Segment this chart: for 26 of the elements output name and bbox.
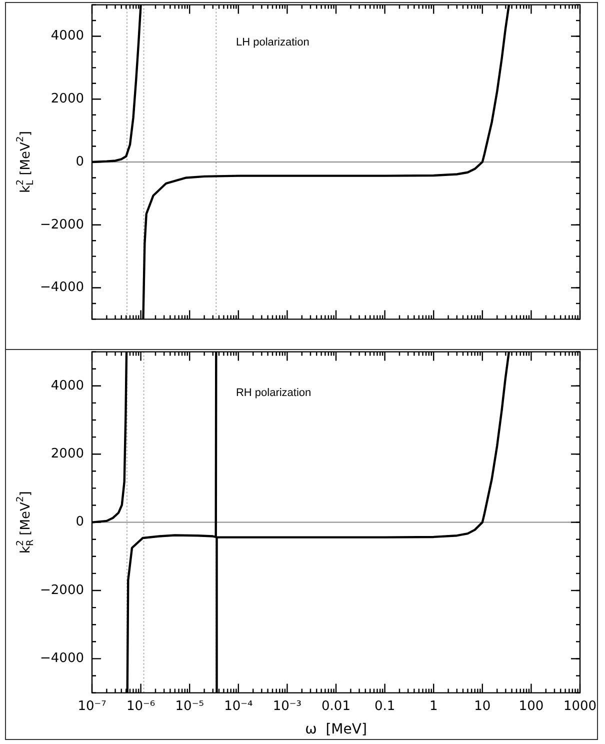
x-tick-label: 10⁻³	[272, 699, 302, 714]
x-tick-label: 10⁻⁶	[126, 699, 156, 714]
x-tick-label: 0.1	[374, 699, 396, 714]
y-tick-label: 0	[76, 514, 84, 530]
x-axis-title: ω [MeV]	[305, 722, 367, 738]
y-tick-label: −4000	[40, 651, 84, 666]
y-tick-label: 4000	[50, 378, 84, 394]
y-axis-title: kL2 [MeV2]	[15, 131, 36, 194]
annotation: RH polarization	[236, 386, 312, 399]
y-tick-label: −4000	[40, 280, 84, 296]
x-tick-label: 1000	[563, 699, 597, 714]
x-tick-label: 1	[429, 699, 438, 714]
annotation: LH polarization	[236, 36, 310, 49]
y-tick-label: 2000	[50, 92, 84, 107]
y-tick-label: −2000	[40, 217, 84, 232]
y-tick-label: 0	[76, 154, 84, 170]
x-tick-label: 10⁻⁷	[78, 699, 106, 714]
y-axis-title: kR2 [MeV2]	[15, 491, 36, 554]
y-tick-label: −2000	[40, 583, 84, 598]
x-tick-label: 10⁻⁴	[224, 699, 253, 714]
x-tick-label: 100	[518, 699, 544, 714]
x-tick-label: 10	[474, 699, 491, 714]
y-tick-label: 4000	[50, 28, 84, 44]
y-tick-label: 2000	[50, 446, 84, 462]
x-tick-label: 0.01	[322, 699, 350, 714]
x-tick-label: 10⁻⁵	[175, 699, 204, 714]
